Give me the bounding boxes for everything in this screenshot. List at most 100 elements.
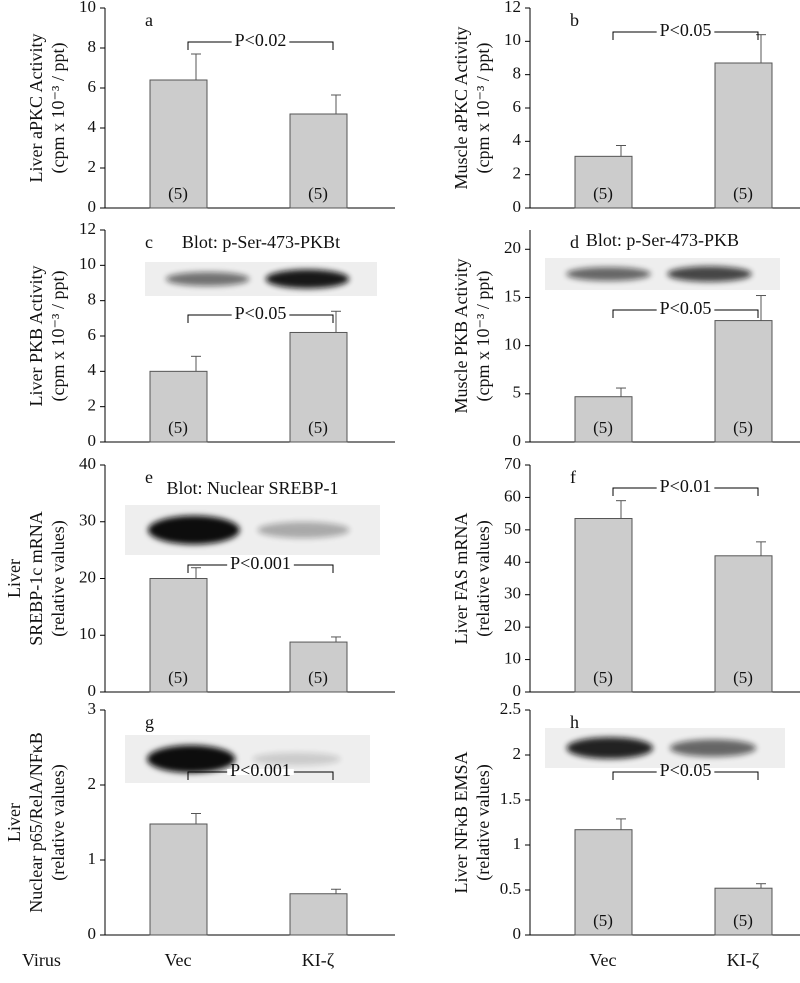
n-label: (5): [168, 184, 188, 203]
y-tick-label: 1: [513, 834, 522, 853]
p-value: P<0.05: [660, 298, 712, 318]
y-axis-label: Muscle PKB Activity: [451, 258, 471, 413]
y-tick-label: 2.5: [500, 699, 521, 718]
y-tick-label: 0: [513, 197, 522, 216]
y-tick-label: 1: [88, 849, 97, 868]
y-tick-label: 40: [79, 454, 96, 473]
y-tick-label: 40: [504, 551, 521, 570]
y-tick-label: 10: [79, 254, 96, 273]
y-tick-label: 15: [504, 286, 521, 305]
y-tick-label: 20: [79, 567, 96, 586]
bar: [289, 331, 348, 443]
bar: [149, 578, 208, 693]
y-axis-label: Liver FAS mRNA: [451, 513, 471, 645]
bracket-gap: [656, 485, 715, 491]
y-tick-label: 10: [504, 648, 521, 667]
blot-band: [566, 737, 653, 759]
y-tick-label: 8: [88, 37, 97, 56]
y-tick-label: 6: [88, 325, 97, 344]
n-label: (5): [168, 668, 188, 687]
y-axis-label: Liver: [4, 559, 24, 598]
panel-letter: f: [570, 467, 576, 487]
y-tick-label: 60: [504, 486, 521, 505]
bar: [714, 62, 773, 209]
blot-band: [669, 739, 757, 757]
n-label: (5): [593, 911, 613, 930]
y-axis-label: (relative values): [48, 520, 69, 636]
y-axis-label: (relative values): [473, 520, 494, 636]
y-axis-label: Liver NFκB EMSA: [451, 751, 471, 893]
y-tick-label: 70: [504, 454, 521, 473]
bar: [714, 320, 773, 443]
y-tick-label: 2: [513, 744, 522, 763]
y-tick-label: 10: [504, 30, 521, 49]
n-label: (5): [308, 418, 328, 437]
n-label: (5): [168, 418, 188, 437]
y-tick-label: 8: [88, 290, 97, 309]
y-tick-label: 2: [88, 396, 97, 415]
p-value: P<0.02: [235, 30, 287, 50]
y-tick-label: 30: [79, 511, 96, 530]
y-tick-label: 10: [79, 0, 96, 16]
bar: [149, 823, 208, 936]
y-tick-label: 0: [513, 924, 522, 943]
y-tick-label: 10: [504, 335, 521, 354]
p-value: P<0.001: [230, 553, 291, 573]
y-tick-label: 6: [88, 77, 97, 96]
panel-letter: d: [570, 232, 579, 252]
bar: [289, 893, 348, 936]
blot-band: [257, 521, 350, 539]
y-tick-label: 0.5: [500, 879, 521, 898]
n-label: (5): [593, 418, 613, 437]
bar: [574, 518, 633, 693]
blot-band: [667, 266, 752, 282]
panel-letter: b: [570, 10, 579, 30]
y-tick-label: 10: [79, 624, 96, 643]
y-tick-label: 12: [504, 0, 521, 16]
y-tick-label: 4: [513, 130, 522, 149]
y-axis-label: (cpm x 10⁻³ / ppt): [48, 43, 69, 174]
y-tick-label: 0: [88, 924, 97, 943]
panel-letter: h: [570, 712, 579, 732]
p-value: P<0.05: [235, 303, 287, 323]
bar: [574, 155, 633, 209]
y-tick-label: 6: [513, 97, 522, 116]
y-tick-label: 30: [504, 584, 521, 603]
y-tick-label: 50: [504, 519, 521, 538]
y-tick-label: 0: [88, 681, 97, 700]
panel-letter: c: [145, 232, 153, 252]
blot-band: [147, 745, 236, 773]
y-axis-label: Liver aPKC Activity: [26, 34, 46, 183]
bracket-gap: [656, 769, 715, 775]
bar: [574, 829, 633, 936]
panel-letter: g: [145, 712, 154, 732]
bracket-gap: [656, 29, 715, 35]
bar: [149, 79, 208, 209]
y-tick-label: 5: [513, 383, 522, 402]
y-tick-label: 0: [513, 681, 522, 700]
blot-title: Blot: Nuclear SREBP-1: [167, 478, 339, 498]
x-tick-label: Vec: [165, 950, 192, 970]
n-label: (5): [308, 668, 328, 687]
panel-letter: a: [145, 10, 153, 30]
n-label: (5): [733, 418, 753, 437]
y-tick-label: 0: [88, 431, 97, 450]
bar: [149, 370, 208, 443]
n-label: (5): [593, 184, 613, 203]
y-tick-label: 2: [513, 164, 522, 183]
blot-band: [147, 515, 240, 545]
bar: [574, 396, 633, 443]
y-tick-label: 0: [88, 197, 97, 216]
bar: [714, 555, 773, 693]
p-value: P<0.05: [660, 20, 712, 40]
bracket-gap: [227, 769, 294, 775]
p-value: P<0.05: [660, 760, 712, 780]
y-axis-label: SREBP-1c mRNA: [26, 511, 46, 646]
panel-letter: e: [145, 467, 153, 487]
y-axis-label: Liver: [4, 803, 24, 842]
y-tick-label: 20: [504, 238, 521, 257]
y-tick-label: 1.5: [500, 789, 521, 808]
p-value: P<0.001: [230, 760, 291, 780]
blot-band: [566, 267, 651, 281]
blot-band: [265, 269, 350, 289]
